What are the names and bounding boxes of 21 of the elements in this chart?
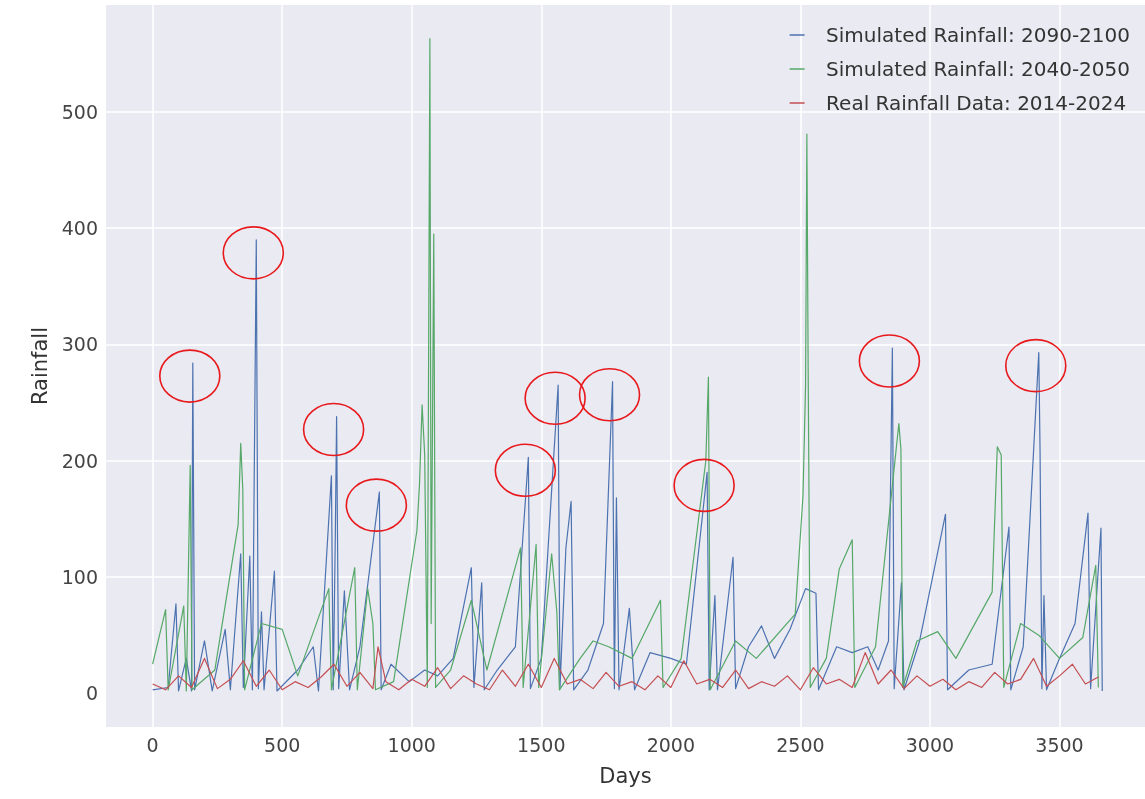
legend-label: Simulated Rainfall: 2090-2100 [826,23,1130,47]
x-tick-label: 3000 [905,733,955,756]
x-axis-title: Days [599,763,652,788]
y-tick-label: 200 [61,449,98,472]
x-tick-label: 2000 [646,733,696,756]
y-tick-label: 100 [61,566,98,589]
x-tick-label: 3500 [1035,733,1084,756]
x-tick-label: 0 [146,733,159,756]
line-series [152,239,1103,692]
y-tick-label: 500 [61,100,98,123]
legend-label: Simulated Rainfall: 2040-2050 [826,57,1130,81]
x-tick-label: 1500 [517,733,566,756]
x-tick-label: 2500 [776,733,825,756]
line-series [152,646,1099,691]
x-tick-label: 1000 [387,733,436,756]
legend-label: Real Rainfall Data: 2014-2024 [826,91,1127,115]
y-tick-label: 300 [61,333,98,356]
y-tick-label: 0 [85,682,98,705]
y-axis-title: Rainfall [28,326,53,406]
x-tick-label: 500 [264,733,301,756]
y-tick-label: 400 [61,217,98,240]
